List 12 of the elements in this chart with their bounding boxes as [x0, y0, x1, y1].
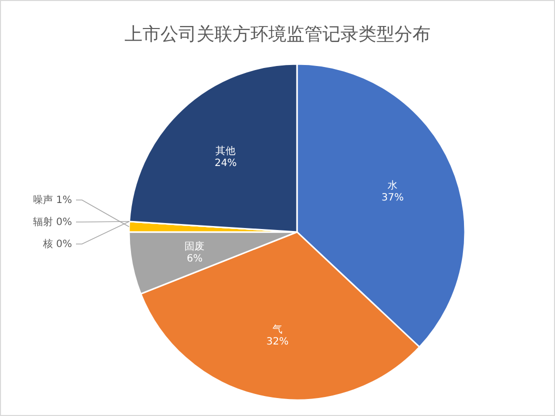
data-label: 37% — [381, 192, 404, 204]
category-label: 辐射 0% — [32, 217, 72, 228]
slice-label: 水 — [388, 180, 398, 192]
slice-label: 其他 — [216, 145, 236, 158]
slice-label: 气 — [272, 323, 282, 336]
category-label: 核 0% — [42, 239, 72, 250]
slice-label: 固废 — [184, 240, 205, 253]
chart-title: 上市公司关联方环境监管记录类型分布 — [124, 24, 430, 45]
slice-label: 噪声 1% — [32, 194, 72, 206]
data-label: 32% — [266, 336, 289, 348]
data-label: 24% — [214, 158, 237, 170]
data-label: 6% — [186, 254, 203, 265]
